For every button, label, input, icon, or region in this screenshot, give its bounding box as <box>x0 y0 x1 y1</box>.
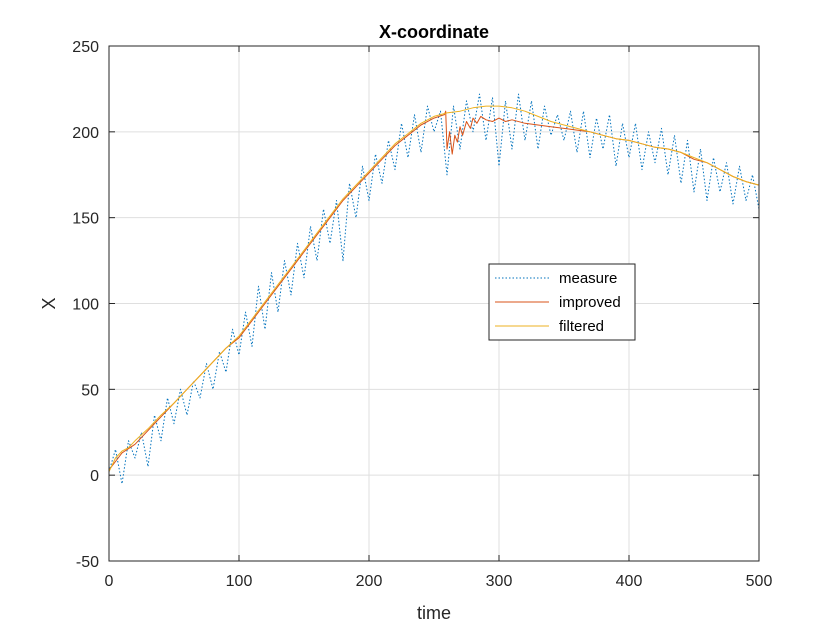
chart-title: X-coordinate <box>379 22 489 42</box>
y-tick-label: 250 <box>72 39 99 56</box>
legend: measure improved filtered <box>488 263 636 341</box>
y-tick-label: 0 <box>90 468 99 485</box>
y-axis-label: X <box>39 297 59 309</box>
legend-label-measure: measure <box>559 270 617 287</box>
legend-label-improved: improved <box>559 294 621 311</box>
x-tick-label: 500 <box>746 573 773 590</box>
y-tick-label: 200 <box>72 125 99 142</box>
x-tick-label: 100 <box>226 573 253 590</box>
x-tick-label: 400 <box>616 573 643 590</box>
x-axis-label: time <box>417 603 451 623</box>
series-filtered-line <box>108 105 760 472</box>
x-tick-label: 300 <box>486 573 513 590</box>
y-tick-label: 50 <box>81 382 99 399</box>
plot-series <box>108 93 760 485</box>
x-tick-label: 200 <box>356 573 383 590</box>
legend-label-filtered: filtered <box>559 318 604 335</box>
series-measure-line <box>108 93 760 485</box>
axis-ticks: 0 100 200 300 400 500 -50 0 50 100 150 200 250 <box>72 39 772 590</box>
y-tick-label: 100 <box>72 297 99 314</box>
y-tick-label: 150 <box>72 211 99 228</box>
x-tick-label: 0 <box>105 573 114 590</box>
y-tick-label: -50 <box>76 554 99 571</box>
